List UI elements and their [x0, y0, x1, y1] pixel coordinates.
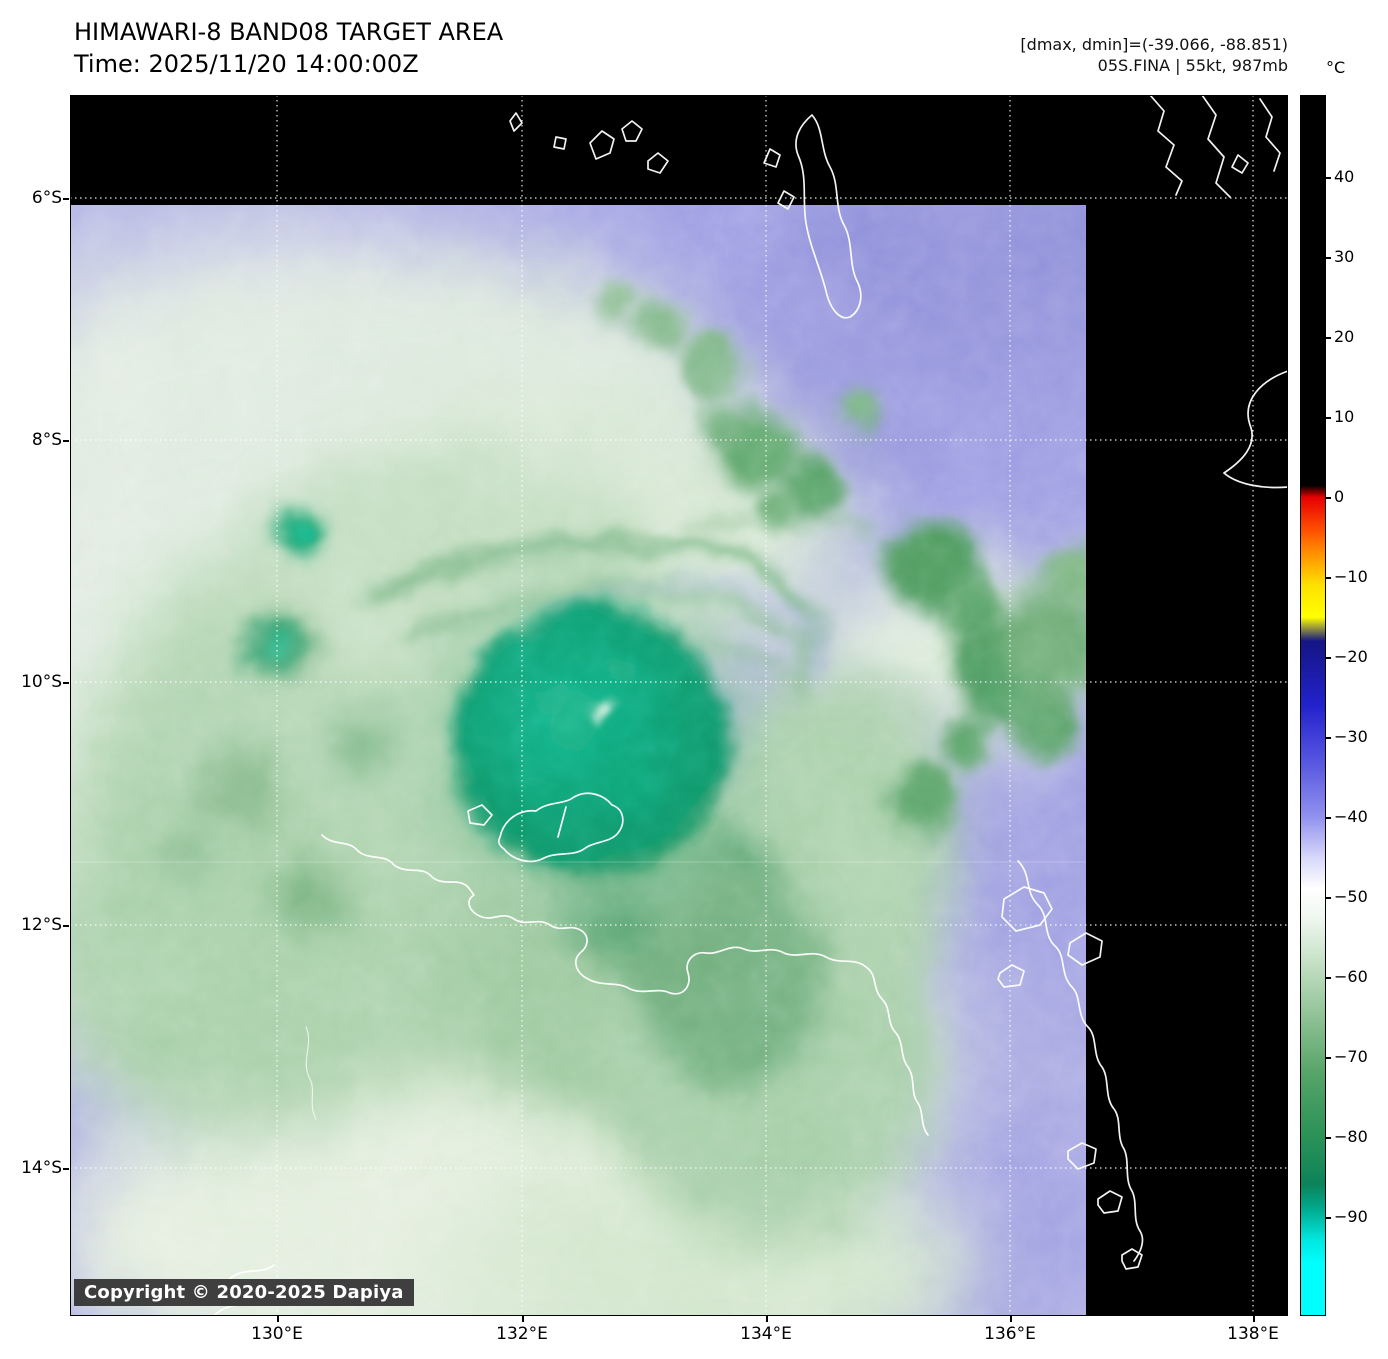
y-tick-label: 10°S [21, 672, 62, 692]
y-tick-label: 14°S [21, 1158, 62, 1178]
colorbar-tick-label: 0 [1334, 487, 1345, 506]
y-tick-label: 8°S [31, 430, 62, 450]
y-tick-mark [63, 682, 69, 684]
colorbar-tick-label: −90 [1334, 1207, 1368, 1226]
x-tick-mark [522, 1316, 524, 1322]
colorbar-tick-label: 30 [1334, 247, 1355, 266]
satellite-image [70, 95, 1288, 1316]
colorbar-tick-mark [1326, 977, 1331, 979]
y-tick-mark [63, 925, 69, 927]
y-tick-label: 6°S [31, 188, 62, 208]
x-tick-label: 132°E [496, 1324, 548, 1344]
colorbar-unit: °C [1326, 58, 1346, 77]
colorbar-tick-mark [1326, 657, 1331, 659]
dmax-dmin-annotation: [dmax, dmin]=(-39.066, -88.851) [1020, 35, 1288, 54]
x-tick-label: 130°E [251, 1324, 303, 1344]
x-tick-mark [1253, 1316, 1255, 1322]
colorbar-tick-label: −30 [1334, 727, 1368, 746]
colorbar-tick-label: −80 [1334, 1127, 1368, 1146]
copyright-badge: Copyright © 2020-2025 Dapiya [74, 1279, 414, 1306]
y-tick-mark [63, 198, 69, 200]
colorbar-tick-label: −20 [1334, 647, 1368, 666]
colorbar-tick-mark [1326, 257, 1331, 259]
satellite-map: Copyright © 2020-2025 Dapiya [70, 95, 1288, 1316]
x-tick-label: 136°E [984, 1324, 1036, 1344]
colorbar-tick-mark [1326, 1217, 1331, 1219]
x-tick-mark [277, 1316, 279, 1322]
x-tick-label: 138°E [1227, 1324, 1279, 1344]
map-border [70, 95, 1288, 1316]
lat-lon-gridlines [70, 95, 1288, 1316]
colorbar-tick-mark [1326, 177, 1331, 179]
colorbar-tick-label: 40 [1334, 167, 1355, 186]
colorbar-tick-label: 10 [1334, 407, 1355, 426]
colorbar-tick-mark [1326, 737, 1331, 739]
warm-black-region-top [70, 95, 1288, 205]
colorbar-tick-label: −10 [1334, 567, 1368, 586]
colorbar-tick-label: −40 [1334, 807, 1368, 826]
colorbar-tick-mark [1326, 417, 1331, 419]
colorbar-tick-mark [1326, 897, 1331, 899]
colorbar-tick-label: −70 [1334, 1047, 1368, 1066]
figure-time: Time: 2025/11/20 14:00:00Z [74, 50, 419, 78]
colorbar-gradient [1300, 95, 1326, 1316]
colorbar-tick-mark [1326, 1057, 1331, 1059]
colorbar-tick-label: −60 [1334, 967, 1368, 986]
colorbar-tick-mark [1326, 577, 1331, 579]
figure-title: HIMAWARI-8 BAND08 TARGET AREA [74, 18, 504, 46]
x-tick-mark [1010, 1316, 1012, 1322]
colorbar-tick-mark [1326, 337, 1331, 339]
colorbar-tick-mark [1326, 817, 1331, 819]
colorbar-tick-mark [1326, 1137, 1331, 1139]
y-tick-mark [63, 1168, 69, 1170]
y-tick-label: 12°S [21, 915, 62, 935]
colorbar-tick-mark [1326, 497, 1331, 499]
figure-annotations: [dmax, dmin]=(-39.066, -88.851) 05S.FINA… [1020, 34, 1288, 76]
x-tick-mark [766, 1316, 768, 1322]
fine-grain-overlay [70, 95, 1288, 1316]
x-tick-label: 134°E [740, 1324, 792, 1344]
scan-edge-black-region [1086, 203, 1288, 1316]
storm-info-annotation: 05S.FINA | 55kt, 987mb [1097, 56, 1288, 75]
colorbar-tick-label: 20 [1334, 327, 1355, 346]
colorbar-tick-label: −50 [1334, 887, 1368, 906]
y-tick-mark [63, 440, 69, 442]
